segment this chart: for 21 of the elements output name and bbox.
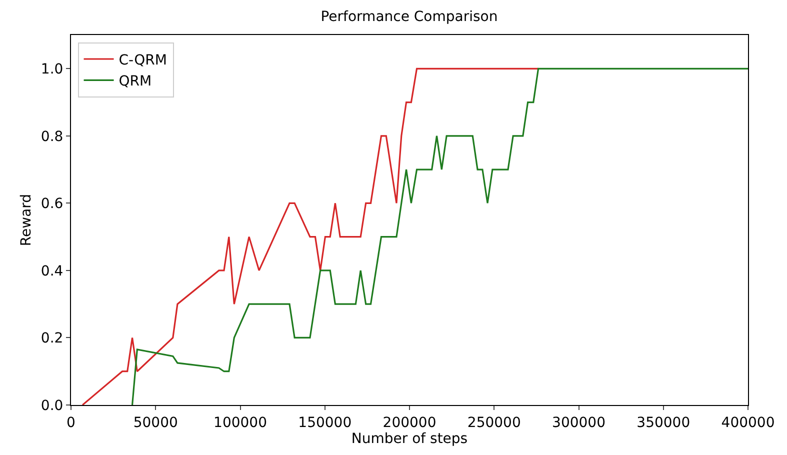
y-axis-title: Reward [18,194,35,246]
line-series [82,68,540,405]
x-tick-label: 50000 [133,414,178,431]
x-axis-title: Number of steps [351,430,468,447]
y-tick-label: 0.0 [40,398,64,414]
y-tick-label: 1.0 [40,62,64,78]
x-tick-label: 150000 [298,414,352,431]
legend-label: C-QRM [118,52,167,68]
legend-label: QRM [118,74,152,90]
x-tick-label: 250000 [467,414,521,431]
x-tick-label: 200000 [382,414,436,431]
x-tick-label: 400000 [721,414,775,431]
y-tick-label: 0.8 [40,128,64,145]
x-tick-label: 0 [66,414,76,431]
x-tick-label: 100000 [214,414,267,431]
y-tick-label: 0.2 [40,330,64,347]
x-tick-label: 350000 [636,414,690,431]
y-tick-label: 0.6 [40,196,64,212]
chart-title: Performance Comparison [320,9,498,26]
y-tick-label: 0.4 [40,263,64,280]
x-tick-label: 300000 [552,414,606,431]
